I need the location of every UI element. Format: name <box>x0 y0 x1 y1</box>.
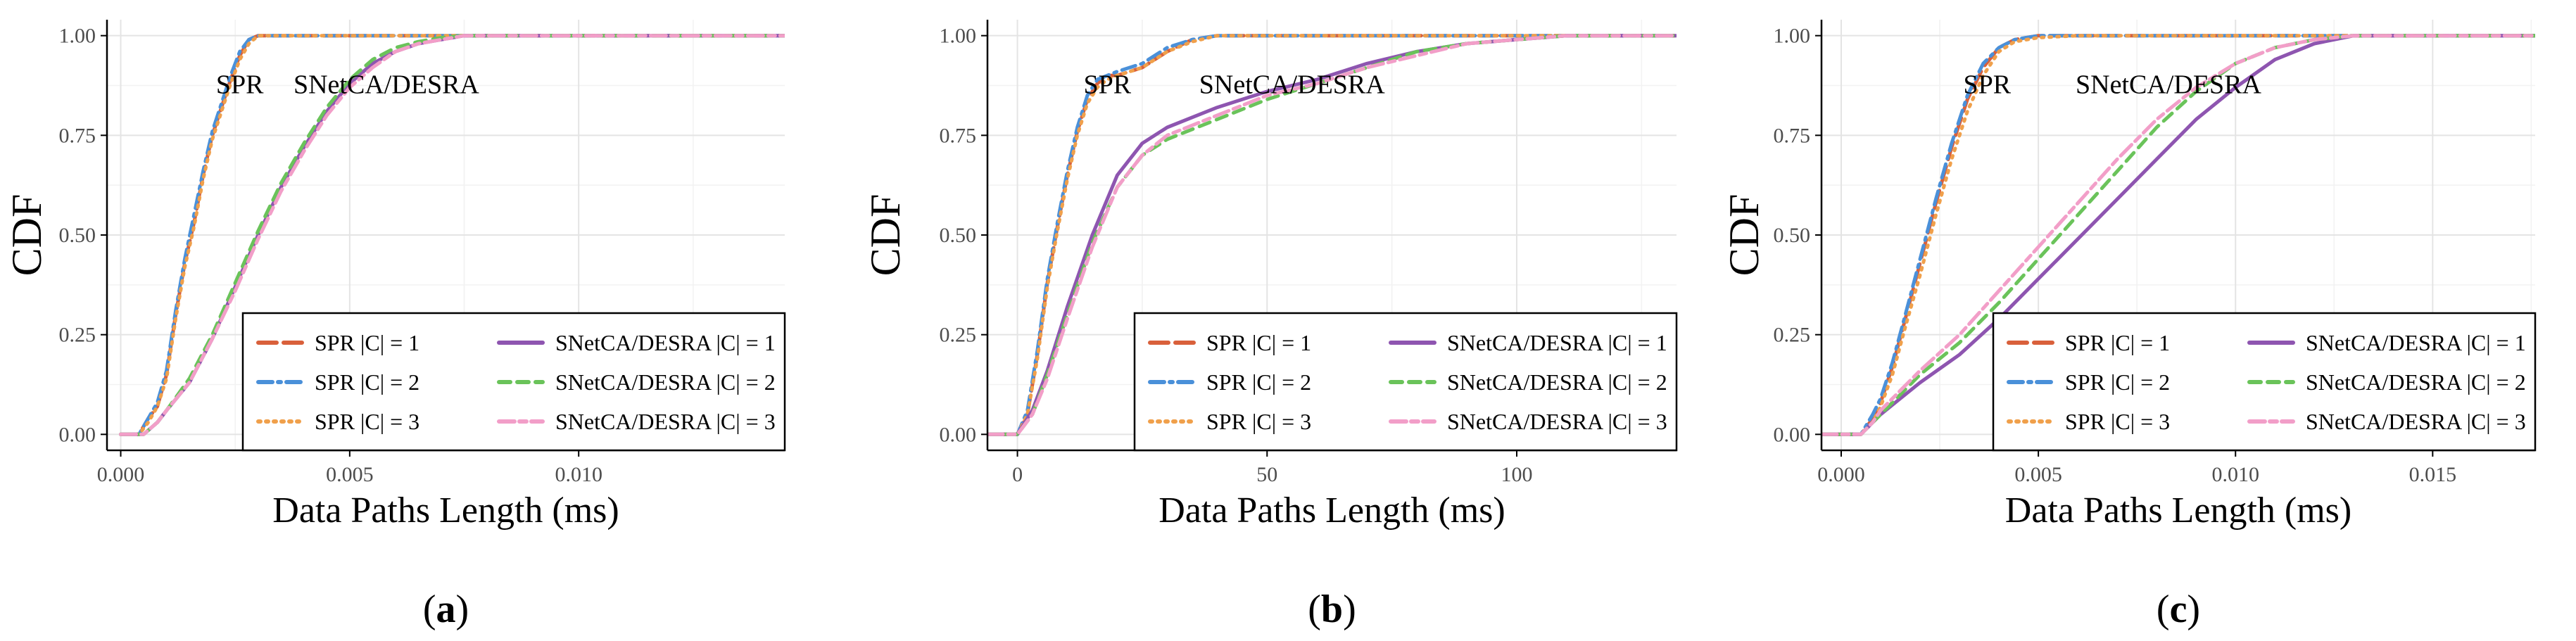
x-tick-label: 100 <box>1501 463 1532 486</box>
legend-box <box>241 312 786 452</box>
legend-box <box>1133 312 1678 452</box>
panel-label-open: ( <box>1308 588 1321 631</box>
series-group <box>1821 34 2535 436</box>
legend-label: SNetCA/DESRA |C| = 3 <box>555 409 776 434</box>
panel-label-close: ) <box>1343 588 1356 631</box>
panel-label-letter: c <box>2170 588 2187 631</box>
panel-label-letter: a <box>436 588 456 631</box>
y-tick-label: 0.75 <box>940 124 977 147</box>
y-tick-label: 1.00 <box>59 25 96 48</box>
y-tick-label: 0.25 <box>1774 324 1811 347</box>
panel-label-close: ) <box>456 588 469 631</box>
panel-label-close: ) <box>2187 588 2200 631</box>
annotation-label: SNetCA/DESRA <box>1199 70 1385 100</box>
chart-panel-a: SPR SNetCA/DESRA 0.000 0.005 0.010 0.00 0.25 0.… <box>4 20 786 631</box>
x-tick-label: 0.010 <box>2211 463 2259 486</box>
legend-label: SNetCA/DESRA |C| = 1 <box>555 330 776 355</box>
panel-label-letter: b <box>1321 588 1343 631</box>
x-axis-title: Data Paths Length (ms) <box>2005 490 2351 531</box>
series-line-snc2 <box>1821 34 2535 436</box>
x-tick-label: 0.010 <box>555 463 602 486</box>
x-tick-label: 0.000 <box>97 463 145 486</box>
y-tick-label: 0.00 <box>59 423 96 446</box>
annotation-label: SPR <box>1083 70 1131 100</box>
panel-label: (b) <box>1308 588 1356 631</box>
legend-label: SNetCA/DESRA |C| = 1 <box>1447 330 1667 355</box>
chart-panel-b: SPR SNetCA/DESRA 0 50 100 0.00 0.25 0.50 0.75 1.0… <box>862 20 1678 631</box>
legend-label: SNetCA/DESRA |C| = 2 <box>1447 369 1667 395</box>
y-tick-label: 0.50 <box>940 224 977 247</box>
legend-label: SNetCA/DESRA |C| = 2 <box>2306 369 2526 395</box>
x-tick-label: 0.005 <box>2014 463 2062 486</box>
y-tick-label: 0.50 <box>1774 224 1811 247</box>
panel-label-open: ( <box>423 588 436 631</box>
series-group <box>119 34 785 436</box>
legend-label: SNetCA/DESRA |C| = 3 <box>2306 409 2526 434</box>
x-tick-label: 0.000 <box>1817 463 1865 486</box>
panel-label: (c) <box>2157 588 2200 631</box>
y-axis-title: CDF <box>862 194 909 277</box>
annotation-label: SNetCA/DESRA <box>293 70 479 100</box>
chart-panel-c: SPR SNetCA/DESRA 0.000 0.005 0.010 0.015 0.00 0… <box>1721 20 2537 631</box>
legend-label: SNetCA/DESRA |C| = 2 <box>555 369 776 395</box>
legend-label: SNetCA/DESRA |C| = 1 <box>2306 330 2526 355</box>
y-tick-label: 1.00 <box>1774 25 1811 48</box>
y-tick-label: 0.00 <box>1774 423 1811 446</box>
legend-label: SPR |C| = 2 <box>315 369 419 395</box>
series-line-spr3 <box>119 34 785 436</box>
annotation-label: SPR <box>1963 70 2011 100</box>
x-tick-label: 0.005 <box>326 463 374 486</box>
legend-label: SNetCA/DESRA |C| = 3 <box>1447 409 1667 434</box>
legend-label: SPR |C| = 1 <box>2065 330 2170 355</box>
legend-label: SPR |C| = 1 <box>315 330 419 355</box>
legend-label: SPR |C| = 3 <box>315 409 419 434</box>
y-axis-title: CDF <box>4 194 50 277</box>
annotation-label: SNetCA/DESRA <box>2076 70 2261 100</box>
legend-label: SPR |C| = 3 <box>1206 409 1311 434</box>
x-tick-label: 50 <box>1256 463 1277 486</box>
y-axis-title: CDF <box>1721 194 1767 277</box>
y-tick-label: 0.75 <box>1774 124 1811 147</box>
y-tick-label: 0.25 <box>59 324 96 347</box>
x-tick-label: 0 <box>1012 463 1023 486</box>
legend-label: SPR |C| = 2 <box>2065 369 2170 395</box>
legend-label: SPR |C| = 1 <box>1206 330 1311 355</box>
legend-box <box>1992 312 2537 452</box>
y-tick-label: 1.00 <box>940 25 977 48</box>
legend-label: SPR |C| = 2 <box>1206 369 1311 395</box>
x-tick-label: 0.015 <box>2409 463 2457 486</box>
series-line-spr2 <box>1821 34 2535 436</box>
y-tick-label: 0.50 <box>59 224 96 247</box>
panel-label: (a) <box>423 588 469 631</box>
y-tick-label: 0.25 <box>940 324 977 347</box>
x-axis-title: Data Paths Length (ms) <box>1158 490 1505 531</box>
x-axis-title: Data Paths Length (ms) <box>272 490 619 531</box>
series-line-snc3 <box>987 34 1677 436</box>
panel-label-open: ( <box>2157 588 2170 631</box>
y-tick-label: 0.75 <box>59 124 96 147</box>
legend: SPR |C| = 1 SNetCA/DESRA |C| = 1 SPR |C| =… <box>1133 312 1678 452</box>
legend-label: SPR |C| = 3 <box>2065 409 2170 434</box>
y-tick-label: 0.00 <box>940 423 977 446</box>
series-group <box>987 34 1677 436</box>
series-line-snc3 <box>1821 34 2535 436</box>
series-line-snc3 <box>119 34 785 436</box>
legend: SPR |C| = 1 SNetCA/DESRA |C| = 1 SPR |C| =… <box>1992 312 2537 452</box>
legend: SPR |C| = 1 SNetCA/DESRA |C| = 1 SPR |C| =… <box>241 312 786 452</box>
series-line-spr3 <box>987 34 1677 436</box>
annotation-label: SPR <box>216 70 264 100</box>
